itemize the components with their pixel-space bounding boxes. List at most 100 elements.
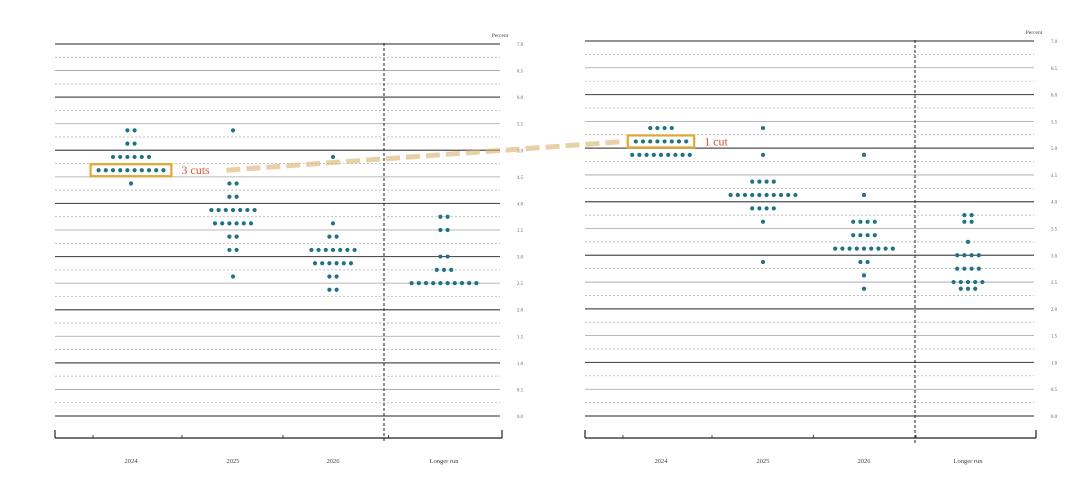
y-tick-label: 3.5 xyxy=(1051,228,1058,233)
participant-dot xyxy=(793,192,798,198)
participant-dot xyxy=(139,154,144,160)
participant-dot xyxy=(750,179,755,184)
y-tick-label: 6.0 xyxy=(1051,94,1058,99)
participant-dot xyxy=(320,261,325,266)
participant-dot xyxy=(345,247,350,253)
participant-dot xyxy=(110,154,116,160)
participant-dot xyxy=(241,221,246,226)
participant-dot xyxy=(327,274,332,279)
participant-dot xyxy=(334,274,339,279)
participant-dot xyxy=(227,234,232,239)
participant-dot xyxy=(633,139,638,144)
category-label: 2025 xyxy=(757,458,770,465)
participant-dot xyxy=(132,168,137,173)
participant-dot xyxy=(441,267,447,272)
participant-dot xyxy=(96,168,101,173)
participant-dot xyxy=(771,179,776,184)
participant-dot xyxy=(973,286,978,291)
participant-dot xyxy=(872,219,877,224)
participant-dot xyxy=(431,281,436,286)
participant-dot xyxy=(973,279,978,285)
participant-dot xyxy=(452,281,457,286)
y-tick-label: 5.5 xyxy=(1051,120,1058,125)
participant-dot xyxy=(223,207,228,213)
participant-dot xyxy=(234,194,239,199)
comparison-connector xyxy=(226,138,626,173)
participant-dot xyxy=(230,128,236,133)
participant-dot xyxy=(230,207,236,213)
participant-dot xyxy=(760,259,766,265)
participant-dot xyxy=(976,266,981,271)
participant-dot xyxy=(757,206,762,211)
participant-dot xyxy=(212,221,218,226)
participant-dot xyxy=(352,247,357,253)
participant-dot xyxy=(648,139,653,144)
participant-dot xyxy=(230,274,236,279)
participant-dot xyxy=(327,234,332,239)
participant-dot xyxy=(958,279,963,285)
participant-dot xyxy=(238,207,243,213)
unit-label: Percent xyxy=(492,33,509,39)
participant-dot xyxy=(750,192,755,198)
right-dot-plot: 0.0 0.5 1.0 1.5 2.0 2.5 3.0 3.5 4.0 4.5 5.0 5.5 6.0 6… xyxy=(584,30,1058,465)
participant-dot xyxy=(969,219,974,224)
participant-dot xyxy=(865,219,870,224)
y-tick-label: 0.5 xyxy=(1051,388,1058,393)
participant-dot xyxy=(858,259,863,265)
participant-dot xyxy=(965,239,971,244)
participant-dot xyxy=(965,279,971,285)
y-tick-label: 6.5 xyxy=(517,70,524,75)
participant-dot xyxy=(234,221,239,226)
participant-dot xyxy=(445,227,450,233)
y-tick-label: 3.5 xyxy=(517,229,524,234)
participant-dot xyxy=(771,192,776,198)
participant-dot xyxy=(958,286,963,291)
participant-dot xyxy=(323,247,328,253)
participant-dot xyxy=(209,207,214,213)
participant-dot xyxy=(890,246,895,251)
y-tick-label: 5.0 xyxy=(1051,147,1058,152)
participant-dot xyxy=(139,168,144,173)
participant-dot xyxy=(778,192,784,198)
participant-dot xyxy=(851,233,856,238)
participant-dot xyxy=(348,261,354,266)
participant-dot xyxy=(227,181,232,186)
participant-dot xyxy=(962,253,967,258)
participant-dot xyxy=(118,154,123,160)
y-tick-label: 1.0 xyxy=(517,362,524,367)
participant-dot xyxy=(854,246,859,251)
participant-dot xyxy=(216,207,221,213)
participant-dot xyxy=(861,273,867,278)
participant-dot xyxy=(865,259,870,265)
participant-dot xyxy=(227,221,232,226)
participant-dot xyxy=(840,246,845,251)
participant-dot xyxy=(449,267,454,272)
participant-dot xyxy=(861,192,867,198)
participant-dot xyxy=(962,213,967,218)
participant-dot xyxy=(969,253,974,258)
participant-dot xyxy=(103,168,108,173)
y-tick-label: 2.5 xyxy=(517,282,524,287)
participant-dot xyxy=(338,247,343,253)
y-tick-label: 4.5 xyxy=(517,176,524,181)
participant-dot xyxy=(869,246,874,251)
participant-dot xyxy=(861,152,867,157)
participant-dot xyxy=(309,247,314,253)
participant-dot xyxy=(861,246,867,251)
participant-dot xyxy=(234,247,239,253)
participant-dot xyxy=(764,206,769,211)
participant-dot xyxy=(445,214,450,219)
y-tick-label: 4.0 xyxy=(1051,201,1058,206)
participant-dot xyxy=(245,207,250,213)
y-tick-label: 0.0 xyxy=(517,415,524,420)
participant-dot xyxy=(132,128,137,133)
participant-dot xyxy=(118,168,123,173)
y-tick-label: 7.0 xyxy=(1051,40,1058,45)
participant-dot xyxy=(728,192,733,198)
category-label: 2024 xyxy=(125,458,139,465)
participant-dot xyxy=(969,213,974,218)
participant-dot xyxy=(786,192,791,198)
participant-dot xyxy=(227,247,232,253)
participant-dot xyxy=(666,152,671,157)
